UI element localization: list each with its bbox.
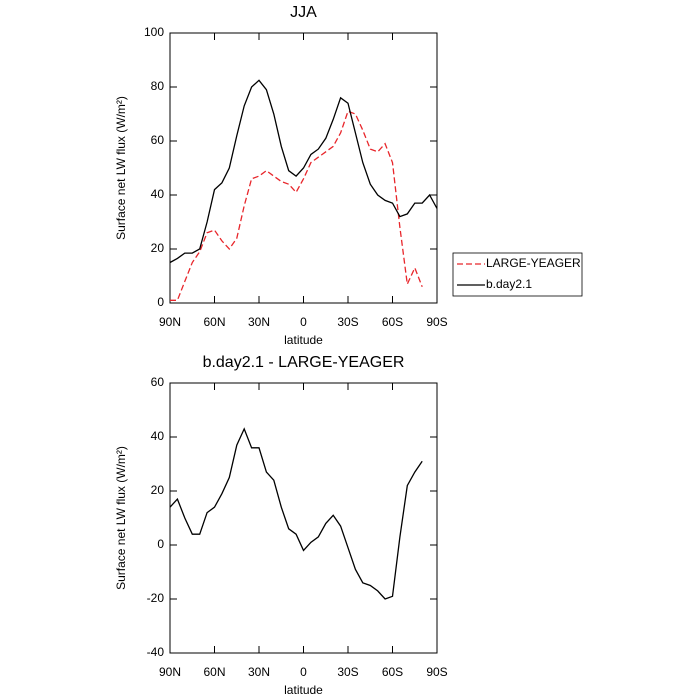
y-tick-label: -40 bbox=[147, 645, 165, 659]
x-axis-label: latitude bbox=[284, 333, 323, 347]
y-tick-label: 0 bbox=[157, 537, 164, 551]
x-axis-label: latitude bbox=[284, 683, 323, 697]
y-tick-label: 100 bbox=[144, 25, 164, 39]
data-line bbox=[169, 79, 438, 264]
y-tick-label: -20 bbox=[147, 591, 165, 605]
y-tick-label: 40 bbox=[151, 187, 165, 201]
x-tick-label: 0 bbox=[300, 665, 307, 679]
x-tick-label: 30S bbox=[337, 665, 358, 679]
y-tick-label: 0 bbox=[157, 295, 164, 309]
y-tick-label: 20 bbox=[151, 241, 165, 255]
y-tick-label: 60 bbox=[151, 375, 165, 389]
y-tick-label: 60 bbox=[151, 133, 165, 147]
data-line bbox=[169, 427, 423, 600]
x-tick-label: 60S bbox=[382, 315, 403, 329]
x-tick-label: 60S bbox=[382, 665, 403, 679]
x-tick-label: 90N bbox=[159, 665, 181, 679]
x-tick-label: 90N bbox=[159, 315, 181, 329]
legend-label: b.day2.1 bbox=[486, 277, 532, 291]
plot-frame bbox=[169, 32, 438, 304]
x-tick-label: 90S bbox=[426, 315, 447, 329]
x-tick-label: 30S bbox=[337, 315, 358, 329]
legend-label: LARGE-YEAGER bbox=[486, 256, 581, 270]
y-tick-label: 20 bbox=[151, 483, 165, 497]
y-tick-label: 40 bbox=[151, 429, 165, 443]
plot-frame bbox=[169, 382, 438, 654]
chart-title: JJA bbox=[290, 4, 317, 21]
x-tick-label: 30N bbox=[248, 665, 270, 679]
x-tick-label: 30N bbox=[248, 315, 270, 329]
x-tick-label: 60N bbox=[203, 315, 225, 329]
y-axis-label: Surface net LW flux (W/m²) bbox=[114, 96, 128, 240]
x-tick-label: 60N bbox=[203, 665, 225, 679]
data-line bbox=[170, 110, 423, 301]
y-axis-label: Surface net LW flux (W/m²) bbox=[114, 446, 128, 590]
chart-title: b.day2.1 - LARGE-YEAGER bbox=[203, 354, 405, 371]
legend-box bbox=[452, 252, 583, 297]
x-tick-label: 0 bbox=[300, 315, 307, 329]
y-tick-label: 80 bbox=[151, 79, 165, 93]
x-tick-label: 90S bbox=[426, 665, 447, 679]
